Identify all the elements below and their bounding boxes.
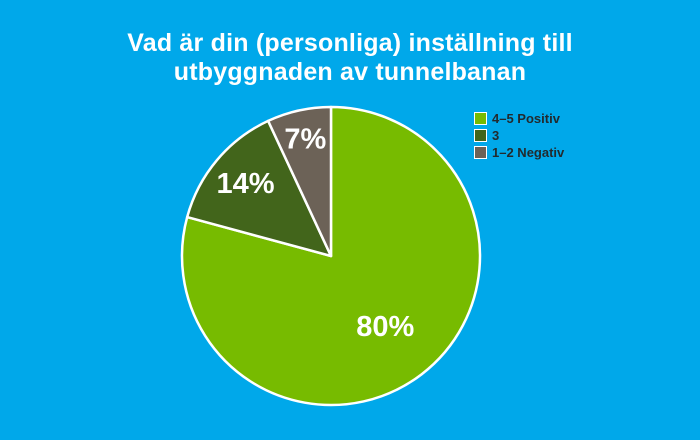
legend: 4–5 Positiv 3 1–2 Negativ [474, 110, 564, 161]
legend-swatch-negativ [474, 145, 487, 159]
legend-item-neutral[interactable]: 3 [474, 127, 564, 143]
slice-label-3: 7% [284, 124, 326, 156]
legend-label-negativ: 1–2 Negativ [492, 144, 565, 160]
chart-title-line1: Vad är din (personliga) inställning till [127, 29, 573, 57]
chart-title-line2: utbyggnaden av tunnelbanan [173, 58, 527, 86]
slice-label-1: 80% [356, 311, 414, 343]
legend-label-neutral: 3 [492, 127, 500, 143]
pie-slice-2[interactable] [185, 119, 333, 258]
legend-swatch-neutral [474, 128, 487, 142]
slice-label-2: 14% [216, 168, 274, 200]
legend-item-positiv[interactable]: 4–5 Positiv [474, 110, 564, 126]
pie-slice-3[interactable] [266, 105, 333, 258]
legend-swatch-positiv [474, 111, 487, 125]
legend-item-negativ[interactable]: 1–2 Negativ [474, 144, 564, 160]
legend-label-positiv: 4–5 Positiv [492, 110, 560, 126]
chart-title: Vad är din (personliga) inställning till… [0, 29, 700, 87]
